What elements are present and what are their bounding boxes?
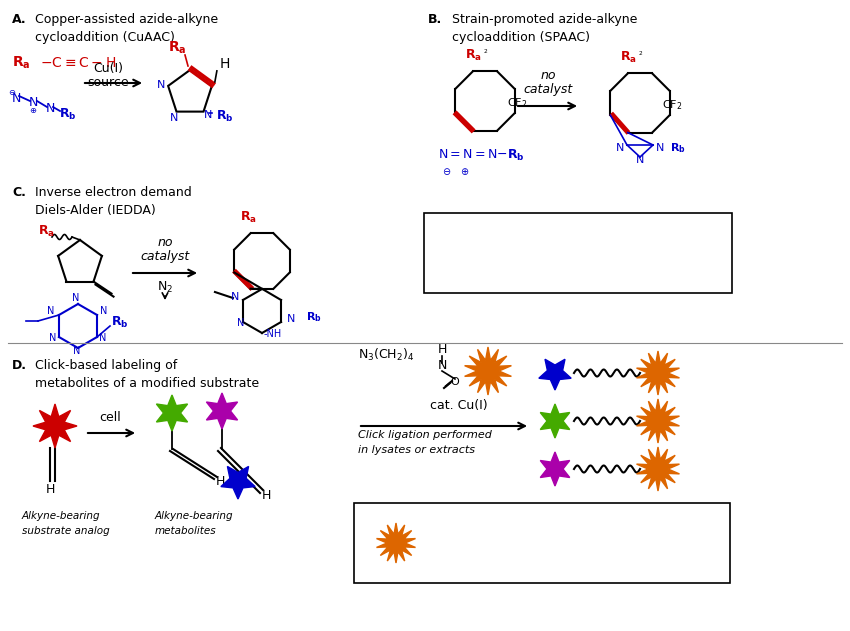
Text: $\ominus$: $\ominus$ xyxy=(8,88,16,98)
Text: Cu(I): Cu(I) xyxy=(93,62,123,76)
Text: N: N xyxy=(100,306,108,316)
Text: Copper-assisted azide-alkyne: Copper-assisted azide-alkyne xyxy=(35,13,218,26)
Text: N: N xyxy=(73,346,81,356)
Polygon shape xyxy=(637,399,679,443)
Text: $\mathbf{R_b}$: $\mathbf{R_b}$ xyxy=(111,315,128,330)
Polygon shape xyxy=(377,523,416,563)
Text: H: H xyxy=(216,475,225,488)
Text: N: N xyxy=(99,333,107,343)
Text: C.: C. xyxy=(12,186,26,199)
Text: Alkyne-bearing: Alkyne-bearing xyxy=(22,511,100,521)
Text: cat. Cu(I): cat. Cu(I) xyxy=(430,399,488,412)
Polygon shape xyxy=(33,404,77,448)
Text: N: N xyxy=(48,306,54,316)
Text: Click-based labeling of: Click-based labeling of xyxy=(35,359,178,372)
Text: Inverse electron demand: Inverse electron demand xyxy=(35,186,192,199)
Text: N: N xyxy=(237,318,244,328)
Text: N: N xyxy=(230,292,239,302)
Text: metabolites: metabolites xyxy=(155,526,217,536)
Text: N: N xyxy=(636,155,644,165)
Text: $\mathbf{R_a}$: $\mathbf{R_a}$ xyxy=(240,210,257,225)
Text: $\mathbf{R_b}$: $\mathbf{R_b}$ xyxy=(59,107,76,122)
Text: N$_2$: N$_2$ xyxy=(157,280,173,295)
Text: catalyst: catalyst xyxy=(140,250,190,263)
Text: cell: cell xyxy=(99,411,121,424)
Text: linker-tethered: linker-tethered xyxy=(525,237,618,249)
Text: -NH: -NH xyxy=(264,329,282,339)
Text: H: H xyxy=(437,343,447,356)
Text: no: no xyxy=(541,69,556,82)
Text: N: N xyxy=(615,143,624,153)
Polygon shape xyxy=(221,466,255,499)
Text: source: source xyxy=(88,76,129,90)
Text: in lysates or extracts: in lysates or extracts xyxy=(358,445,475,455)
Text: Strain-promoted azide-alkyne: Strain-promoted azide-alkyne xyxy=(452,13,638,26)
Text: $_2$: $_2$ xyxy=(638,49,643,59)
Text: cycloaddition (CuAAC): cycloaddition (CuAAC) xyxy=(35,31,175,44)
Text: substrates or reagents: substrates or reagents xyxy=(440,262,581,276)
Text: O: O xyxy=(450,377,459,387)
FancyBboxPatch shape xyxy=(354,503,730,583)
Text: Diels-Alder (IEDDA): Diels-Alder (IEDDA) xyxy=(35,204,156,217)
FancyBboxPatch shape xyxy=(424,213,732,293)
Text: $\mathbf{R_a}$: $\mathbf{R_a}$ xyxy=(465,48,482,63)
Text: $\mathbf{R_a}$: $\mathbf{R_a}$ xyxy=(38,224,55,239)
Text: $_2$: $_2$ xyxy=(483,47,488,57)
Polygon shape xyxy=(541,404,570,438)
Text: capture reagent (biotin or resin): capture reagent (biotin or resin) xyxy=(422,548,613,562)
Text: $\oplus$: $\oplus$ xyxy=(29,107,37,115)
Text: $R_a$: $R_a$ xyxy=(440,235,457,251)
Text: cycloaddition (SPAAC): cycloaddition (SPAAC) xyxy=(452,31,590,44)
Text: Fluorophore, mass tag, or: Fluorophore, mass tag, or xyxy=(422,524,575,538)
Text: N$=$N$=$N$-\mathbf{R_b}$: N$=$N$=$N$-\mathbf{R_b}$ xyxy=(438,148,524,163)
Text: $\mathbf{R_b}$: $\mathbf{R_b}$ xyxy=(670,141,686,155)
Polygon shape xyxy=(637,447,679,491)
Text: N: N xyxy=(29,97,38,110)
Text: substrate analog: substrate analog xyxy=(22,526,110,536)
Text: $\ominus$: $\ominus$ xyxy=(442,166,451,177)
Polygon shape xyxy=(637,351,679,395)
Polygon shape xyxy=(207,393,238,429)
Text: $\mathbf{R_a}$: $\mathbf{R_a}$ xyxy=(12,55,31,71)
Text: $\mathbf{R_b}$: $\mathbf{R_b}$ xyxy=(306,310,322,324)
Text: no: no xyxy=(157,236,173,249)
Text: $\oplus$: $\oplus$ xyxy=(460,166,469,177)
Text: H: H xyxy=(45,483,54,496)
Text: N: N xyxy=(72,293,80,303)
Text: N: N xyxy=(157,80,165,90)
Text: D.: D. xyxy=(12,359,27,372)
Polygon shape xyxy=(156,395,188,431)
Text: B.: B. xyxy=(428,13,442,26)
Text: N: N xyxy=(437,359,447,372)
Text: N: N xyxy=(12,93,21,105)
Text: N: N xyxy=(46,102,55,115)
Text: $\mathbf{R_a}$: $\mathbf{R_a}$ xyxy=(620,50,637,65)
Text: Alkyne-bearing: Alkyne-bearing xyxy=(155,511,234,521)
Text: $\mathbf{R_b}$: $\mathbf{R_b}$ xyxy=(216,109,233,124)
Text: Click ligation performed: Click ligation performed xyxy=(358,430,492,440)
Text: N: N xyxy=(656,143,664,153)
Text: $R_b$: $R_b$ xyxy=(496,235,513,251)
Text: CF$_2$: CF$_2$ xyxy=(662,98,683,112)
Text: N: N xyxy=(170,112,178,122)
Text: N$_3$(CH$_2$)$_4$: N$_3$(CH$_2$)$_4$ xyxy=(358,347,415,363)
Text: N: N xyxy=(286,314,295,324)
Text: :: : xyxy=(518,237,526,249)
Text: $\mathbf{R_a}$: $\mathbf{R_a}$ xyxy=(168,40,186,56)
Text: and: and xyxy=(460,237,491,249)
Text: $\mathrm{-C{\equiv}C-}$H: $\mathrm{-C{\equiv}C-}$H xyxy=(40,56,116,70)
Text: N: N xyxy=(49,333,57,343)
Text: H: H xyxy=(220,57,230,71)
Text: metabolites of a modified substrate: metabolites of a modified substrate xyxy=(35,377,259,390)
Text: N: N xyxy=(204,110,212,120)
Polygon shape xyxy=(541,452,570,486)
Text: catalyst: catalyst xyxy=(524,83,573,96)
Polygon shape xyxy=(539,359,571,390)
Polygon shape xyxy=(465,347,512,395)
Text: H: H xyxy=(262,489,271,502)
Text: CF$_2$: CF$_2$ xyxy=(507,96,527,110)
Text: A.: A. xyxy=(12,13,26,26)
